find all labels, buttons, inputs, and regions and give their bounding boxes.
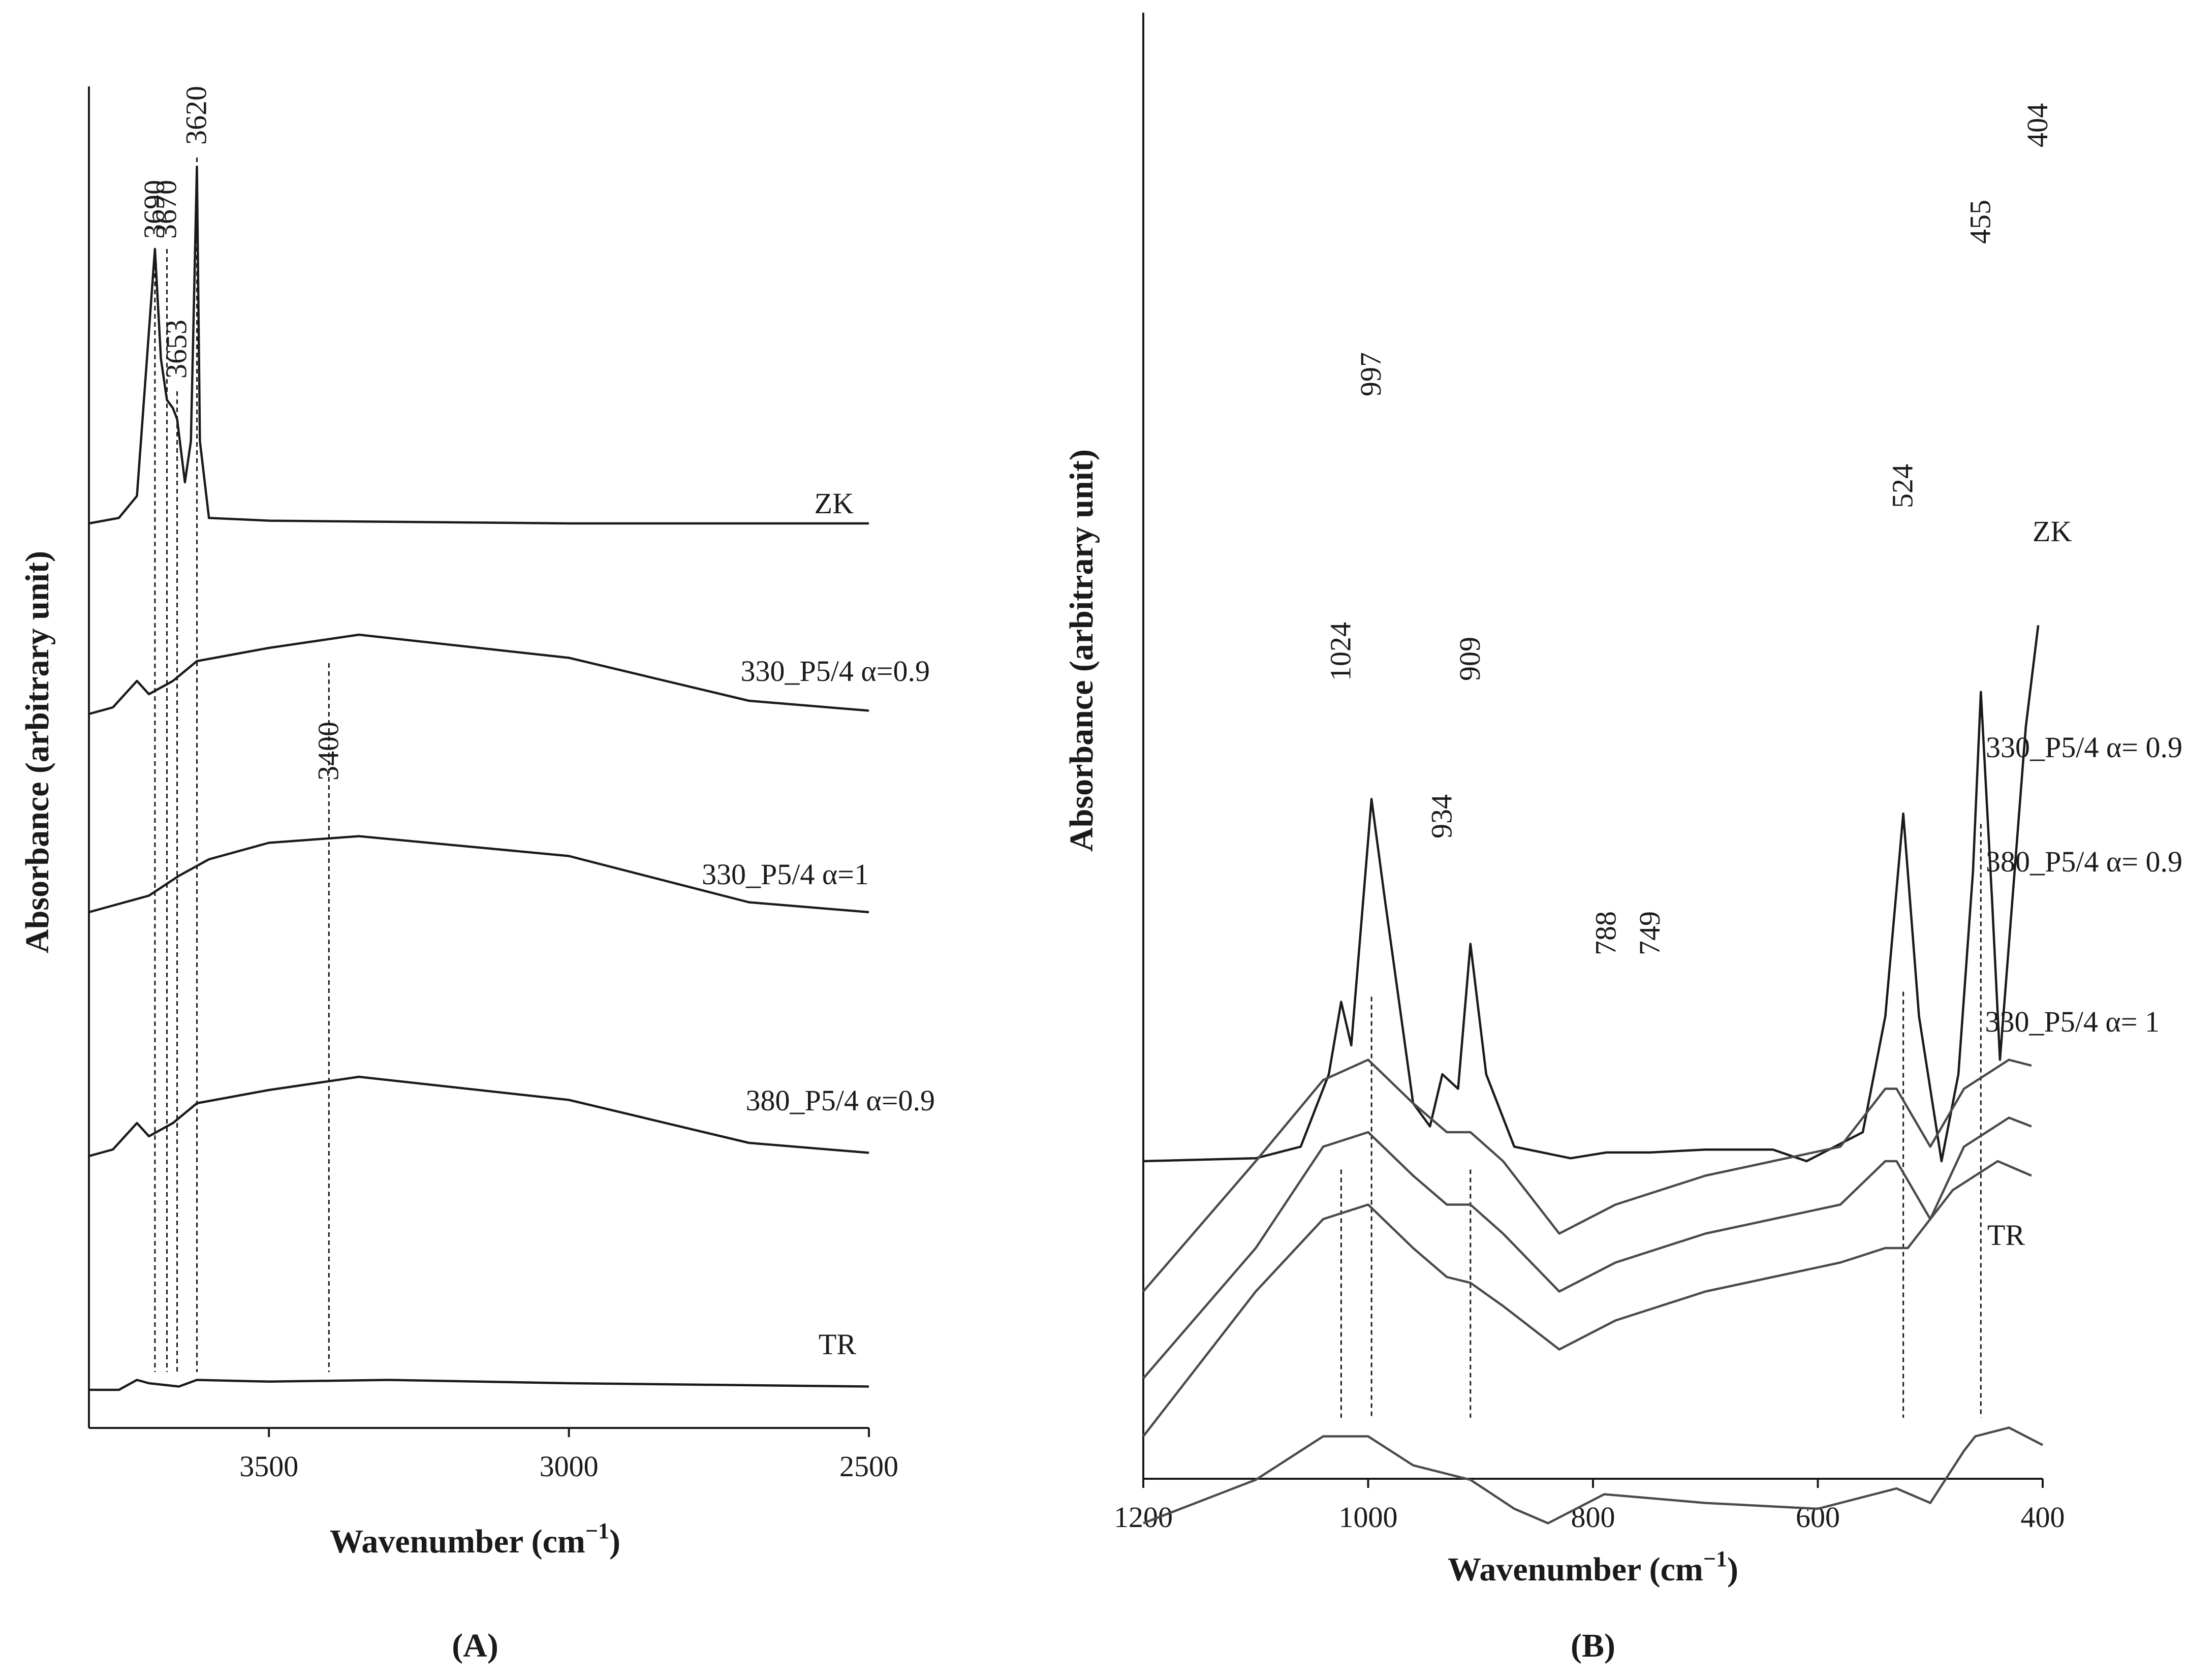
panel-a-label-zk: ZK [815,487,854,520]
panel-b-label-tr: TR [1987,1219,2025,1252]
panel-a-label-tr: TR [819,1328,856,1361]
panel-a-series-line [88,835,869,914]
panel-b-series-line [1142,1059,2032,1292]
panel-b-label-330-09: 330_P5/4 α= 0.9 [1986,731,2182,764]
panel-b-series-line [1142,1160,2032,1437]
panel-a-x-tick-label: 3000 [540,1450,599,1483]
panel-b-x-tick-label: 1000 [1339,1501,1398,1534]
panel-b-label-zk: ZK [2033,515,2072,548]
panel-a-x-title: Wavenumber (cm−1) [330,1518,620,1560]
panel-a-series-line [89,1379,869,1391]
panel-b-y-title: Absorbance (arbitrary unit) [1063,449,1100,852]
panel-b-caption: (B) [1571,1627,1615,1664]
panel-a-x-tick-label: 3500 [239,1450,298,1483]
panel-a-x-tick-label: 2500 [839,1450,898,1483]
panel-a-series-line [88,165,869,525]
panel-a-peak-label: 3620 [180,86,213,145]
panel-a-label-330-09: 330_P5/4 α=0.9 [741,655,930,688]
panel-a-label-330-1: 330_P5/4 α=1 [702,858,869,891]
panel-a-peak-label: 3690 [138,180,171,239]
panel-b-x-tick-label: 400 [2021,1501,2065,1534]
panel-b-peak-label: 455 [1963,200,1996,244]
panel-b-label-380-09: 380_P5/4 α= 0.9 [1986,845,2182,878]
panel-b-peak-label: 934 [1425,794,1458,838]
panel-a-peak-label: 3400 [311,722,345,781]
panel-a-label-380-09: 380_P5/4 α=0.9 [746,1084,935,1117]
panel-a-y-title: Absorbance (arbitrary unit) [19,551,56,953]
panel-b-peak-label: 1024 [1324,622,1357,681]
panel-b-x-title: Wavenumber (cm−1) [1448,1546,1738,1588]
panel-b-peak-label: 749 [1633,911,1666,955]
panel-b-peak-label: 788 [1589,911,1622,955]
panel-b-peak-label: 524 [1886,464,1919,508]
panel-b-peak-label: 404 [2021,103,2054,147]
panel-a-caption: (A) [452,1627,498,1664]
panel-b-peak-label: 997 [1354,352,1387,396]
panel-b-series-line [1143,1426,2044,1525]
panel-b-x-tick-label: 1200 [1114,1501,1173,1534]
panel-a-peak-label: 3653 [160,320,193,379]
panel-b-label-330-1: 330_P5/4 α= 1 [1985,1005,2160,1038]
panel-a-peak-label: 3670 [150,180,183,239]
panel-b-series-line [1143,625,2040,1163]
panel-b-peak-label: 909 [1453,637,1486,681]
panel-b-x-tick-label: 800 [1571,1501,1615,1534]
panel-a-series-line [88,633,869,715]
panel-a-series-line [88,1075,869,1158]
